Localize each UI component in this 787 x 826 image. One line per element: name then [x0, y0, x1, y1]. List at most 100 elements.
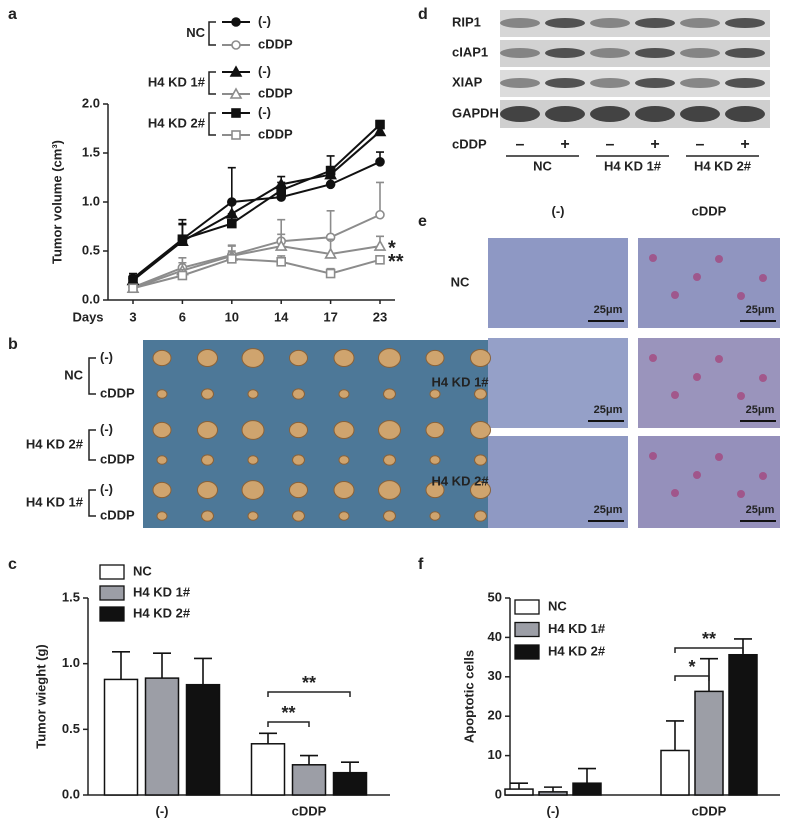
- marker: [375, 209, 385, 220]
- marker: [227, 218, 237, 229]
- bar: [660, 749, 690, 796]
- panel-label: b: [8, 336, 18, 353]
- y-tick-label: 1.5: [82, 144, 100, 159]
- tumor: [156, 389, 168, 399]
- tumor: [378, 348, 401, 368]
- band: [635, 18, 675, 28]
- marker: [276, 185, 287, 196]
- bar: [538, 791, 568, 796]
- stain: [737, 490, 745, 498]
- bar: [250, 743, 286, 796]
- x-tick-label: cDDP: [292, 803, 327, 818]
- legend-group: H4 KD 1#: [148, 74, 206, 89]
- tumor: [470, 481, 491, 499]
- y-tick-label: 1.0: [62, 655, 80, 670]
- legend-label: H4 KD 2#: [133, 605, 191, 620]
- tumor: [292, 510, 305, 522]
- legend-bracket: [208, 71, 216, 95]
- band: [590, 78, 630, 88]
- band: [500, 106, 540, 122]
- histology-images: [488, 238, 780, 528]
- bar: [103, 678, 139, 796]
- marker: [128, 275, 138, 286]
- band: [545, 106, 585, 122]
- marker: [231, 17, 241, 27]
- x-tick-label: 3: [129, 309, 136, 324]
- bar: [504, 788, 534, 796]
- significance-bracket: [267, 691, 351, 697]
- blot-group: H4 KD 2#: [694, 158, 752, 173]
- y-tick-label: 30: [488, 668, 502, 683]
- treatment-sign: +: [560, 136, 569, 153]
- marker: [375, 157, 385, 167]
- treatment-sign: +: [650, 136, 659, 153]
- scale-label: 25μm: [594, 504, 623, 516]
- legend-label: (-): [258, 13, 271, 28]
- scale-label: 25μm: [594, 404, 623, 416]
- stain: [649, 254, 657, 262]
- scale-label: 25μm: [746, 404, 775, 416]
- y-tick-label: 2.0: [82, 95, 100, 110]
- significance-bracket: [267, 721, 310, 727]
- error-bar: [153, 652, 171, 679]
- tumor: [338, 389, 350, 399]
- marker: [325, 268, 336, 279]
- legend-label: (-): [258, 104, 271, 119]
- significance: **: [388, 251, 404, 273]
- y-tick-label: 1.5: [62, 589, 80, 604]
- tumor: [429, 511, 441, 521]
- error-bar: [300, 754, 318, 765]
- bar: [694, 690, 724, 796]
- stain: [693, 273, 701, 281]
- marker: [177, 270, 188, 281]
- error-bar: [259, 732, 277, 744]
- tumor: [425, 481, 445, 499]
- x-axis-label: Days: [72, 309, 103, 324]
- legend-label: H4 KD 2#: [548, 643, 606, 658]
- bracket: [88, 489, 96, 517]
- tumor: [201, 388, 214, 400]
- treatment-sign: –: [606, 136, 615, 153]
- series-line: [132, 123, 381, 282]
- legend-label: NC: [548, 598, 567, 613]
- y-tick-label: 0.0: [62, 786, 80, 801]
- stain: [715, 255, 723, 263]
- marker: [177, 234, 188, 245]
- marker: [231, 108, 241, 118]
- stain: [649, 354, 657, 362]
- bar: [291, 764, 327, 796]
- legend-swatch: [514, 644, 540, 660]
- x-tick-label: 6: [179, 309, 186, 324]
- row-label: H4 KD 2#: [431, 473, 489, 488]
- band: [545, 78, 585, 88]
- tumor: [292, 388, 305, 400]
- band: [680, 78, 720, 88]
- band: [680, 106, 720, 122]
- error-bar: [194, 657, 212, 685]
- tumor: [338, 455, 350, 465]
- tumor: [429, 389, 441, 399]
- stain: [671, 391, 679, 399]
- series-line: [132, 130, 381, 282]
- legend-label: H4 KD 1#: [548, 621, 606, 636]
- group-label: NC: [64, 367, 83, 382]
- legend-swatch: [99, 564, 125, 580]
- row-label: cDDP: [100, 385, 135, 400]
- error-bar: [227, 166, 236, 202]
- band: [500, 78, 540, 88]
- marker: [231, 40, 241, 50]
- significance: *: [688, 657, 695, 677]
- column-label: cDDP: [692, 203, 727, 218]
- legend-label: H4 KD 1#: [133, 584, 191, 599]
- marker: [325, 179, 336, 190]
- protein-label: cIAP1: [452, 44, 488, 59]
- tumor: [247, 389, 259, 399]
- marker: [276, 256, 287, 267]
- tumor: [247, 511, 259, 521]
- x-tick-label: 10: [225, 309, 239, 324]
- marker: [231, 130, 241, 140]
- significance-bracket: [674, 647, 744, 653]
- legend-swatch: [99, 606, 125, 622]
- marker: [373, 239, 387, 251]
- significance: *: [388, 237, 396, 259]
